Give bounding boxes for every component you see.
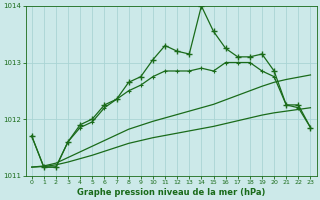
X-axis label: Graphe pression niveau de la mer (hPa): Graphe pression niveau de la mer (hPa) [77, 188, 265, 197]
